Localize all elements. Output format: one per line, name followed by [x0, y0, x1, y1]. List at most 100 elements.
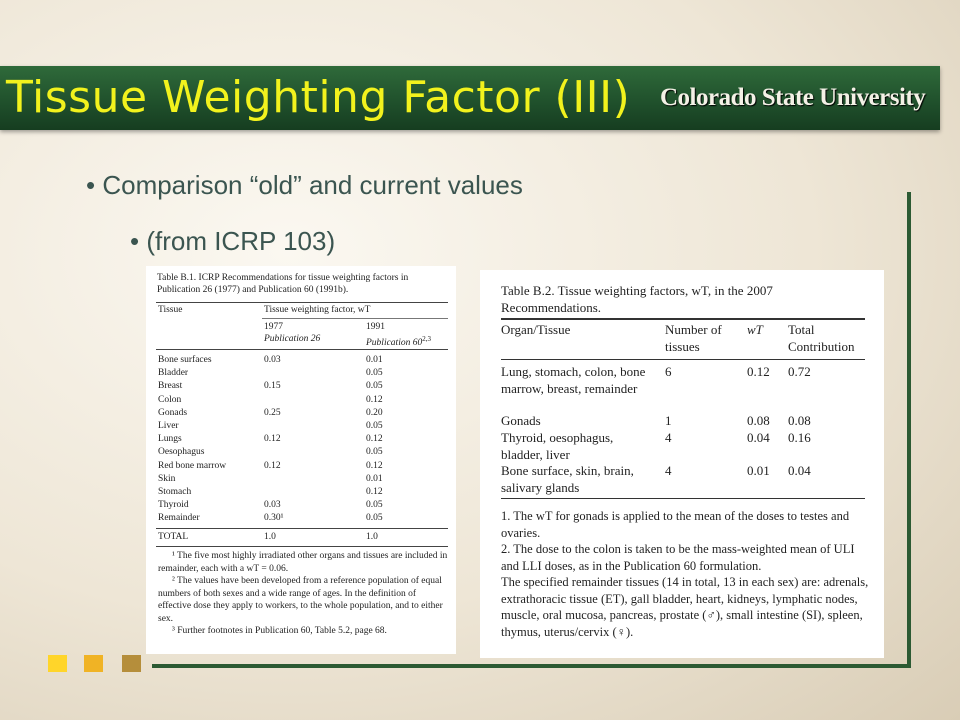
decor-square-brown	[122, 655, 141, 672]
cell-v1991: 0.05	[366, 447, 383, 458]
cell-tissue: Remainder	[158, 513, 200, 524]
footnote: ¹ The five most highly irradiated other …	[158, 551, 448, 574]
cell-total: 0.72	[788, 364, 811, 379]
cell-wt: 0.04	[747, 430, 770, 445]
col-header-factor: Tissue weighting factor, wT	[264, 305, 371, 315]
cell-v1991: 0.01	[366, 473, 383, 484]
cell-tissue: Gonads	[158, 407, 188, 418]
cell-v1977: 0.03	[264, 500, 281, 511]
frame-line-bottom	[152, 664, 911, 668]
table-row: Skin 0.01	[158, 473, 448, 486]
table-row: Gonads 0.25 0.20	[158, 407, 448, 420]
cell-wt: 0.12	[747, 364, 770, 379]
total-label: TOTAL	[158, 532, 189, 542]
table-b1-footnotes: ¹ The five most highly irradiated other …	[158, 550, 450, 638]
table-row-total: TOTAL 1.0 1.0	[158, 531, 448, 544]
cell-v1991: 0.12	[366, 394, 383, 405]
col-header-total: Total Contribution	[788, 322, 855, 354]
table-b1-caption: Table B.1. ICRP Recommendations for tiss…	[157, 273, 409, 295]
col-header-organ: Organ/Tissue	[501, 322, 571, 337]
cell-organ: Bone surface, skin, brain, salivary glan…	[501, 463, 634, 495]
cell-tissue: Breast	[158, 381, 183, 392]
cell-wt: 0.01	[747, 463, 770, 478]
cell-v1991: 0.05	[366, 421, 383, 431]
cell-total: 0.16	[788, 430, 811, 445]
cell-v1991: 0.05	[366, 368, 383, 379]
cell-v1991: 0.05	[366, 513, 383, 524]
cell-total: 0.04	[788, 463, 811, 478]
cell-v1991: 0.20	[366, 407, 383, 418]
university-logo: Colorado State University	[660, 84, 926, 111]
title-banner	[0, 66, 940, 130]
cell-v1977: 0.12	[264, 434, 281, 445]
footnote: ³ Further footnotes in Publication 60, T…	[172, 626, 387, 636]
cell-v1977: 0.15	[264, 381, 281, 392]
cell-organ: Lung, stomach, colon, bone marrow, breas…	[501, 364, 646, 396]
cell-v1991: 0.01	[366, 355, 383, 365]
cell-organ: Thyroid, oesophagus, bladder, liver	[501, 430, 614, 462]
cell-tissue: Oesophagus	[158, 447, 205, 458]
cell-tissue: Lungs	[158, 434, 182, 445]
table-row: Stomach 0.12	[158, 486, 448, 499]
table-divider	[156, 528, 448, 529]
cell-v1991: 0.12	[366, 487, 383, 497]
col-header-1991: 1991	[366, 322, 385, 332]
cell-total: 0.08	[788, 413, 811, 428]
col-header-1991-sub-text: Publication 60	[366, 338, 423, 349]
table-row: Oesophagus 0.05	[158, 446, 448, 459]
cell-v1977: 0.12	[264, 460, 281, 471]
cell-tissue: Skin	[158, 473, 176, 484]
cell-organ: Gonads	[501, 413, 541, 428]
cell-v1977: 0.03	[264, 355, 281, 365]
col-header-tissue: Tissue	[158, 305, 183, 315]
footnote: 1. The wT for gonads is applied to the m…	[501, 509, 850, 540]
footnote: ² The values have been developed from a …	[158, 576, 443, 624]
col-header-1991-sub: Publication 602,3	[366, 334, 431, 349]
cell-tissue: Thyroid	[158, 500, 189, 511]
table-row: Colon 0.12	[158, 394, 448, 407]
table-row: Liver 0.05	[158, 420, 448, 433]
bullet-comparison: • Comparison “old” and current values	[86, 170, 523, 200]
table-b2-footnotes: 1. The wT for gonads is applied to the m…	[501, 508, 871, 640]
col-header-number: Number of tissues	[665, 322, 722, 354]
table-divider	[501, 318, 865, 320]
cell-tissue: Stomach	[158, 487, 192, 497]
footnote: 2. The dose to the colon is taken to be …	[501, 542, 855, 573]
cell-tissue: Colon	[158, 394, 182, 405]
col-header-1991-sup: 2,3	[422, 335, 431, 343]
decor-square-yellow	[48, 655, 67, 672]
cell-number: 6	[665, 364, 672, 379]
bullet-source: • (from ICRP 103)	[130, 226, 336, 256]
table-b2-caption: Table B.2. Tissue weighting factors, wT,…	[501, 283, 773, 315]
table-row: Breast 0.15 0.05	[158, 380, 448, 393]
total-1991: 1.0	[366, 532, 378, 542]
decor-square-orange	[84, 655, 103, 672]
table-divider	[262, 318, 448, 319]
total-1977: 1.0	[264, 532, 276, 542]
cell-tissue: Liver	[158, 421, 179, 431]
cell-v1991: 0.12	[366, 460, 383, 471]
cell-wt: 0.08	[747, 413, 770, 428]
col-header-1977-sub: Publication 26	[264, 334, 321, 344]
table-row: Remainder 0.30¹ 0.05	[158, 512, 448, 525]
cell-v1991: 0.05	[366, 500, 383, 511]
cell-v1977: 0.25	[264, 407, 281, 418]
cell-number: 4	[665, 430, 672, 445]
cell-number: 1	[665, 413, 672, 428]
cell-v1991: 0.12	[366, 434, 383, 445]
table-row: Lungs 0.12 0.12	[158, 433, 448, 446]
table-row: Thyroid 0.03 0.05	[158, 499, 448, 512]
col-header-1977: 1977	[264, 322, 283, 332]
col-header-wt: wT	[747, 322, 763, 337]
table-row: Red bone marrow 0.12 0.12	[158, 460, 448, 473]
table-b1-image: Table B.1. ICRP Recommendations for tiss…	[146, 266, 456, 654]
cell-number: 4	[665, 463, 672, 478]
table-divider	[156, 546, 448, 547]
table-divider	[501, 359, 865, 360]
cell-tissue: Bladder	[158, 368, 189, 379]
table-row: Bone surfaces 0.03 0.01	[158, 354, 448, 367]
slide-title: Tissue Weighting Factor (III)	[6, 72, 631, 123]
cell-v1991: 0.05	[366, 381, 383, 392]
table-b2-image: Table B.2. Tissue weighting factors, wT,…	[480, 270, 884, 658]
cell-tissue: Red bone marrow	[158, 460, 227, 471]
